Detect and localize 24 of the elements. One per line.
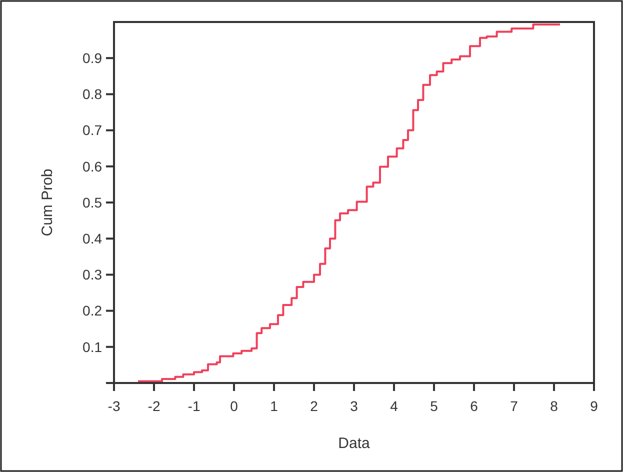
x-tick-label: 0 [230, 398, 238, 414]
x-axis-title: Data [338, 435, 370, 452]
x-tick-label: 6 [470, 398, 478, 414]
x-tick-label: 7 [510, 398, 518, 414]
x-tick-label: -1 [188, 398, 200, 414]
y-tick-label: 0.9 [82, 50, 102, 66]
x-tick-label: 1 [270, 398, 278, 414]
x-tick-label: 5 [430, 398, 438, 414]
y-axis-title: Cum Prob [39, 168, 56, 236]
y-tick-label: 0.2 [82, 302, 102, 319]
y-tick-label: 0.5 [82, 194, 102, 210]
x-tick-label: 2 [310, 398, 318, 414]
y-tick-label: 0.4 [82, 230, 102, 246]
y-tick-label: 0.7 [82, 122, 102, 138]
x-tick-label: -2 [148, 398, 160, 414]
y-tick-label: 0.6 [82, 158, 102, 174]
x-tick-label: 3 [350, 398, 358, 414]
x-tick-label: 8 [550, 398, 558, 414]
y-tick-label: 0.8 [82, 86, 102, 102]
x-tick-label: -3 [108, 398, 120, 414]
x-tick-label: 4 [390, 398, 398, 414]
y-tick-label: 0.1 [82, 338, 102, 355]
y-tick-label: 0.3 [82, 266, 102, 283]
x-tick-label: 9 [590, 398, 598, 414]
